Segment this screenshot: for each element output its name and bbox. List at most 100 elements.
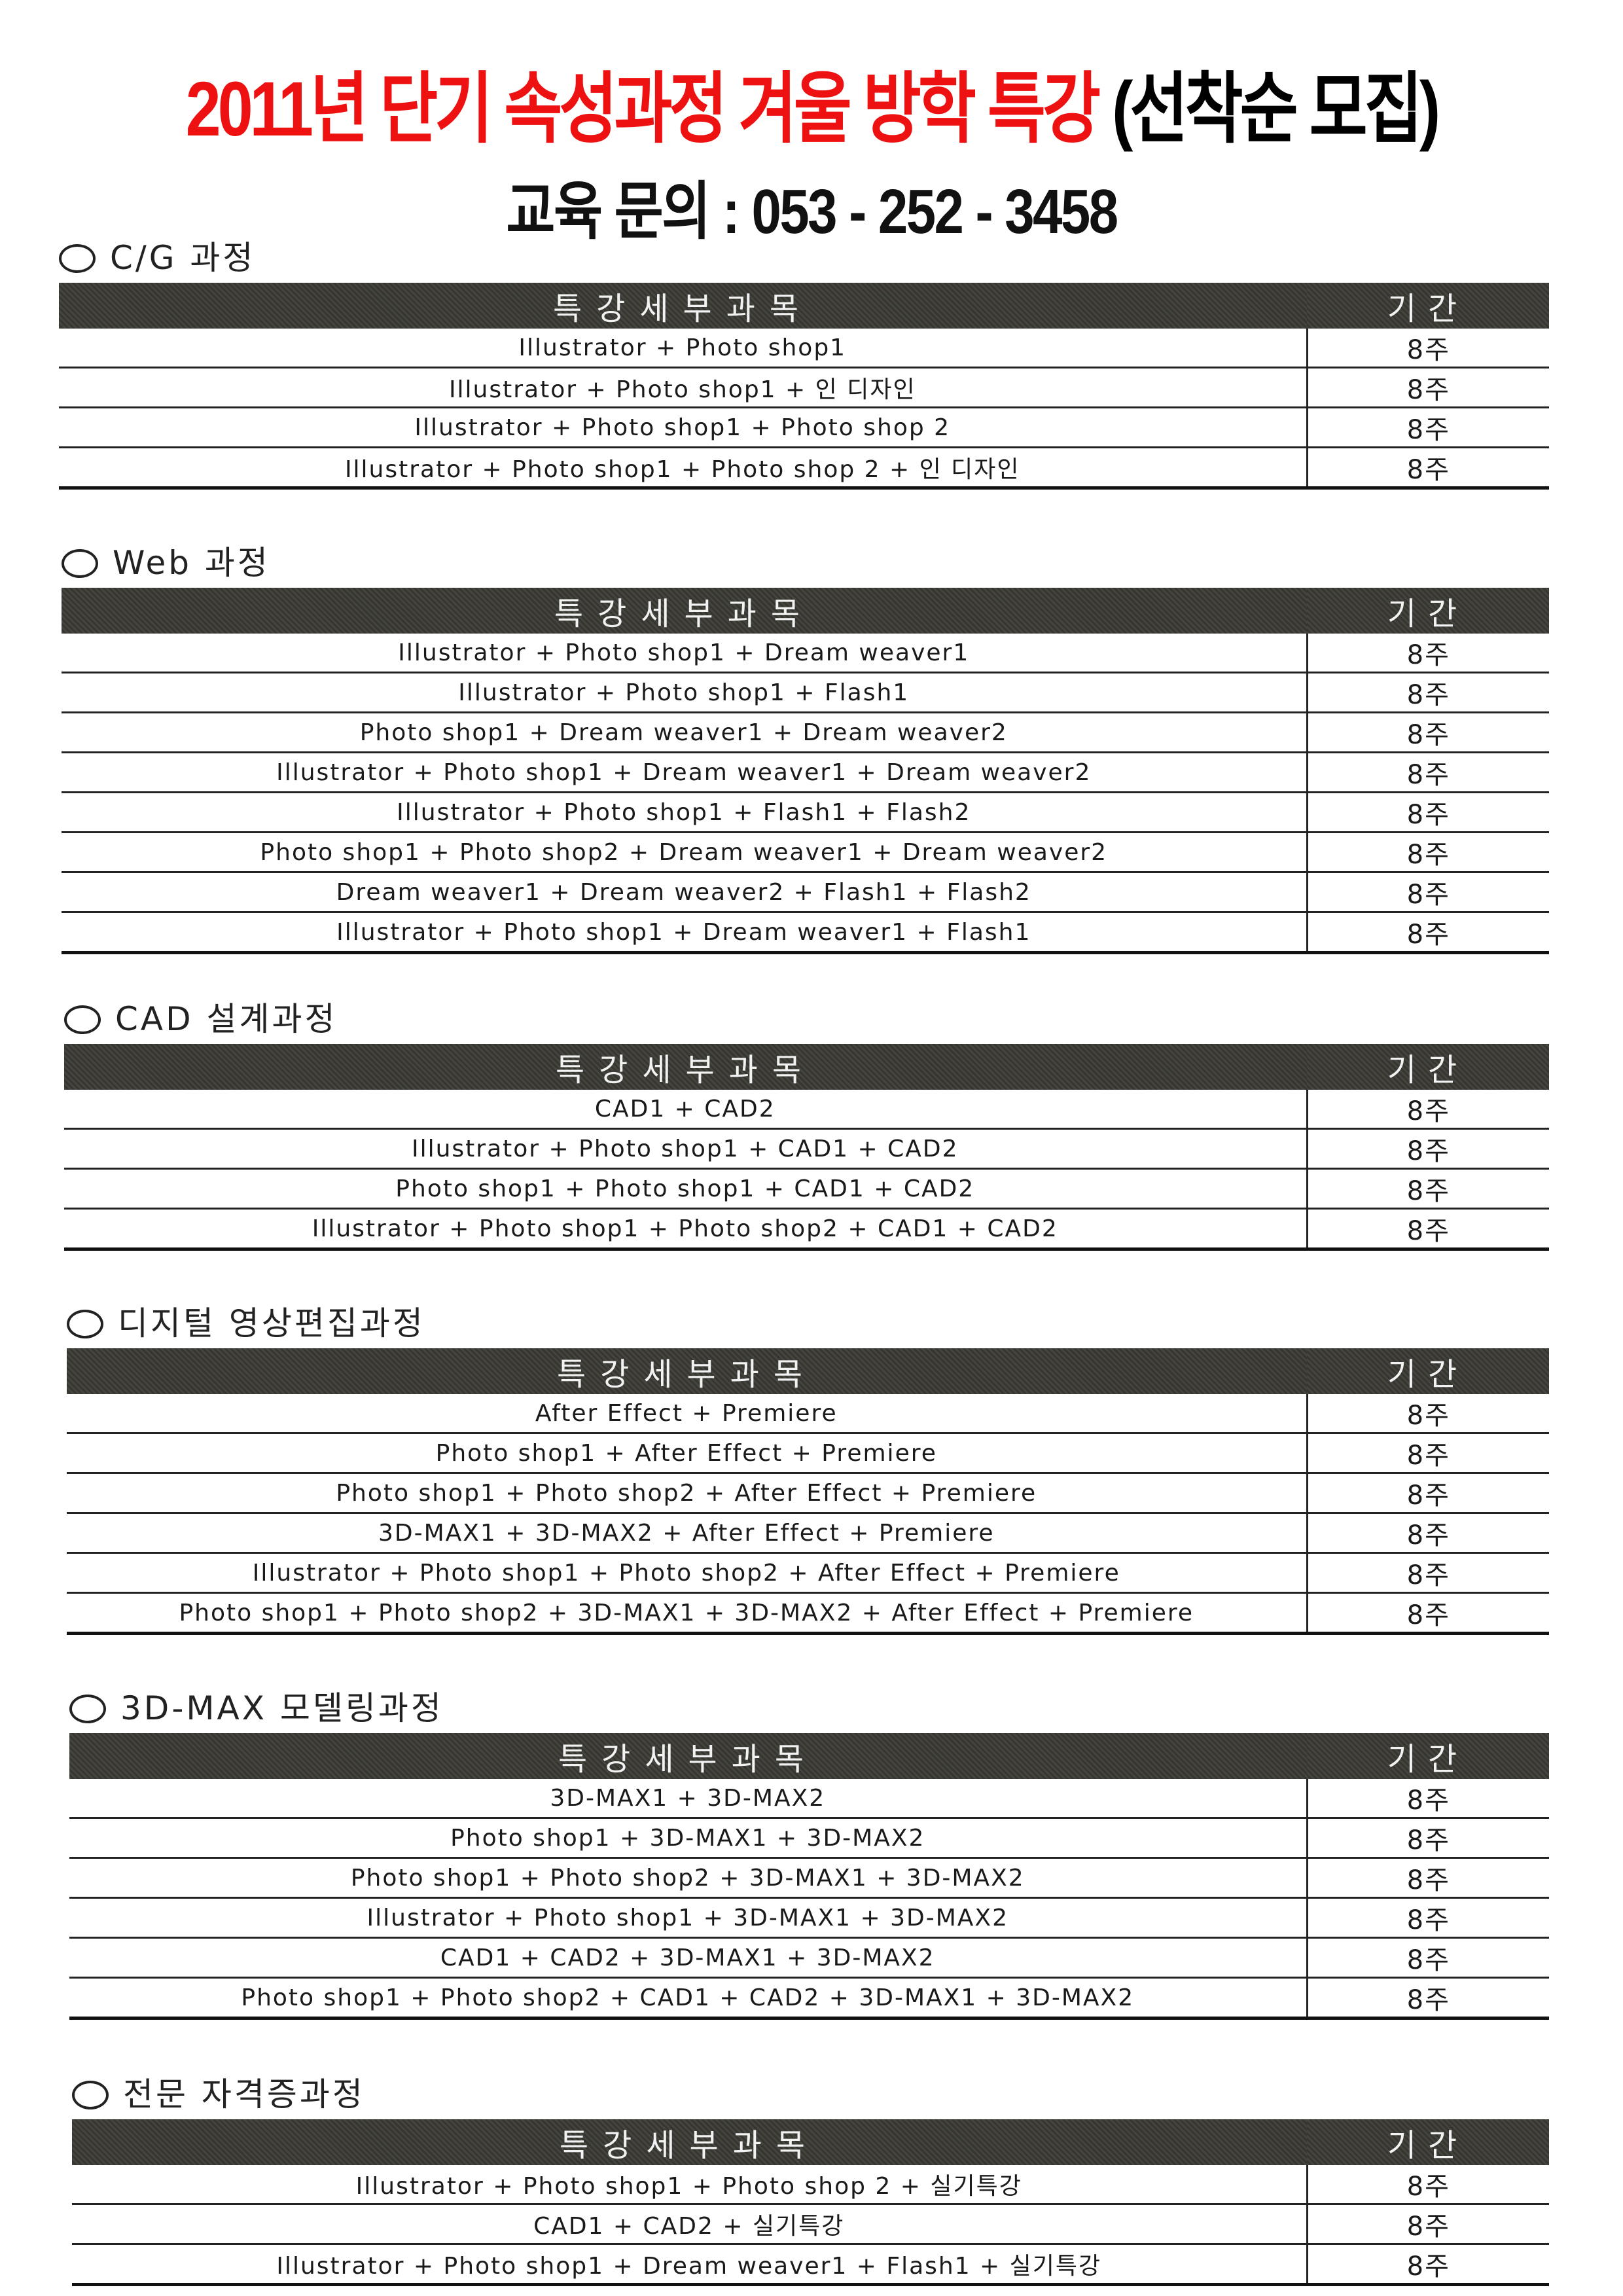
column-header-duration: 기간	[1307, 1044, 1549, 1090]
duration-cell: 8주	[1306, 672, 1549, 713]
duration-cell: 8주	[1306, 752, 1549, 793]
duration-cell: 8주	[1306, 1897, 1549, 1939]
table-row: Illustrator + Photo shop1 + Dream weaver…	[62, 912, 1549, 954]
column-header-duration: 기간	[1307, 1733, 1549, 1779]
table-row: Illustrator + Photo shop1 + Flash1 + Fla…	[62, 792, 1549, 833]
course-table: 특강세부과목 기간 Illustrator + Photo shop1 8주 Illus…	[59, 283, 1549, 490]
column-header-course: 특강세부과목	[72, 2119, 1307, 2165]
duration-cell: 8주	[1306, 712, 1549, 753]
course-cell: Illustrator + Photo shop1 + Flash1 + Fla…	[62, 792, 1307, 833]
course-cell: Photo shop1 + Photo shop1 + CAD1 + CAD2	[64, 1168, 1307, 1210]
page-title: 2011년 단기 속성과정 겨울 방학 특강 (선착순 모집)	[146, 46, 1477, 158]
duration-cell: 8주	[1306, 329, 1549, 368]
table-row: 3D-MAX1 + 3D-MAX2 + After Effect + Premi…	[67, 1513, 1549, 1554]
duration-cell: 8주	[1306, 1818, 1549, 1859]
course-cell: Photo shop1 + Photo shop2 + 3D-MAX1 + 3D…	[69, 1857, 1307, 1899]
table-row: CAD1 + CAD2 8주	[64, 1090, 1549, 1130]
course-section: CAD 설계과정 특강세부과목 기간 CAD1 + CAD2 8주 Illustrator…	[64, 998, 1549, 1251]
duration-cell: 8주	[1306, 2165, 1549, 2205]
section-heading: C/G 과정	[59, 237, 1549, 279]
section-title: Web 과정	[113, 544, 270, 582]
course-cell: Photo shop1 + 3D-MAX1 + 3D-MAX2	[69, 1818, 1307, 1859]
duration-cell: 8주	[1306, 1977, 1549, 2020]
table-header: 특강세부과목 기간	[67, 1348, 1549, 1394]
table-row: After Effect + Premiere 8주	[67, 1394, 1549, 1434]
section-heading: CAD 설계과정	[64, 998, 1549, 1040]
course-table: 특강세부과목 기간 Illustrator + Photo shop1 + Phot…	[72, 2119, 1549, 2286]
table-row: Illustrator + Photo shop1 + Photo shop2 …	[64, 1208, 1549, 1251]
duration-cell: 8주	[1306, 1937, 1549, 1979]
circle-bullet-icon	[72, 2080, 109, 2109]
course-cell: Illustrator + Photo shop1	[59, 329, 1307, 368]
course-table: 특강세부과목 기간 CAD1 + CAD2 8주 Illustrator + Photo…	[64, 1044, 1549, 1251]
course-cell: Illustrator + Photo shop1 + Photo shop 2…	[59, 447, 1307, 490]
table-row: Illustrator + Photo shop1 + Dream weaver…	[62, 752, 1549, 793]
duration-cell: 8주	[1306, 1208, 1549, 1251]
section-heading: Web 과정	[62, 542, 1549, 584]
duration-cell: 8주	[1306, 1128, 1549, 1170]
course-cell: Photo shop1 + Dream weaver1 + Dream weav…	[62, 712, 1307, 753]
circle-bullet-icon	[64, 1005, 101, 1034]
course-cell: 3D-MAX1 + 3D-MAX2	[69, 1779, 1307, 1819]
table-header: 특강세부과목 기간	[62, 588, 1549, 634]
course-section: Web 과정 특강세부과목 기간 Illustrator + Photo shop1 …	[62, 542, 1549, 954]
table-row: Illustrator + Photo shop1 + 인 디자인 8주	[59, 367, 1549, 408]
course-section: C/G 과정 특강세부과목 기간 Illustrator + Photo shop1 8…	[59, 237, 1549, 490]
table-row: Photo shop1 + Photo shop2 + CAD1 + CAD2 …	[69, 1977, 1549, 2020]
course-cell: Illustrator + Photo shop1 + Photo shop 2…	[72, 2165, 1307, 2205]
duration-cell: 8주	[1306, 832, 1549, 873]
table-row: Illustrator + Photo shop1 + Flash1 8주	[62, 672, 1549, 713]
column-header-course: 특강세부과목	[64, 1044, 1307, 1090]
table-header: 특강세부과목 기간	[69, 1733, 1549, 1779]
duration-cell: 8주	[1306, 367, 1549, 408]
column-header-duration: 기간	[1307, 588, 1549, 634]
column-header-course: 특강세부과목	[67, 1348, 1307, 1394]
table-row: Illustrator + Photo shop1 + Photo shop 2…	[59, 407, 1549, 448]
course-section: 디지털 영상편집과정 특강세부과목 기간 After Effect + Premier…	[67, 1302, 1549, 1635]
course-cell: Illustrator + Photo shop1 + Dream weaver…	[62, 912, 1307, 954]
duration-cell: 8주	[1306, 1779, 1549, 1819]
duration-cell: 8주	[1306, 2204, 1549, 2245]
course-cell: Illustrator + Photo shop1 + Dream weaver…	[62, 752, 1307, 793]
section-title: 전문 자격증과정	[123, 2075, 365, 2113]
title-main: 2011년 단기 속성과정 겨울 방학 특강	[185, 66, 1101, 152]
contact-phone: 교육 문의 : 053 - 252 - 3458	[506, 177, 1118, 247]
duration-cell: 8주	[1306, 634, 1549, 673]
course-cell: 3D-MAX1 + 3D-MAX2 + After Effect + Premi…	[67, 1513, 1307, 1554]
course-cell: Illustrator + Photo shop1 + Photo shop2 …	[64, 1208, 1307, 1251]
column-header-course: 특강세부과목	[62, 588, 1307, 634]
section-heading: 디지털 영상편집과정	[67, 1302, 1549, 1344]
column-header-course: 특강세부과목	[59, 283, 1307, 329]
duration-cell: 8주	[1306, 912, 1549, 954]
table-row: CAD1 + CAD2 + 3D-MAX1 + 3D-MAX2 8주	[69, 1937, 1549, 1979]
table-row: Photo shop1 + Photo shop2 + 3D-MAX1 + 3D…	[69, 1857, 1549, 1899]
course-cell: After Effect + Premiere	[67, 1394, 1307, 1434]
table-row: Photo shop1 + Photo shop1 + CAD1 + CAD2 8…	[64, 1168, 1549, 1210]
duration-cell: 8주	[1306, 1168, 1549, 1210]
duration-cell: 8주	[1306, 1592, 1549, 1635]
table-row: Photo shop1 + Dream weaver1 + Dream weav…	[62, 712, 1549, 753]
course-cell: Illustrator + Photo shop1 + Dream weaver…	[62, 634, 1307, 673]
duration-cell: 8주	[1306, 1433, 1549, 1474]
circle-bullet-icon	[59, 243, 96, 273]
column-header-duration: 기간	[1307, 283, 1549, 329]
table-row: Photo shop1 + Photo shop2 + 3D-MAX1 + 3D…	[67, 1592, 1549, 1635]
duration-cell: 8주	[1306, 1473, 1549, 1514]
title-note: (선착순 모집)	[1112, 66, 1440, 152]
duration-cell: 8주	[1306, 1394, 1549, 1434]
course-cell: Photo shop1 + Photo shop2 + Dream weaver…	[62, 832, 1307, 873]
circle-bullet-icon	[62, 548, 98, 578]
course-cell: Photo shop1 + Photo shop2 + CAD1 + CAD2 …	[69, 1977, 1307, 2020]
course-cell: Photo shop1 + Photo shop2 + 3D-MAX1 + 3D…	[67, 1592, 1307, 1635]
table-row: Photo shop1 + Photo shop2 + Dream weaver…	[62, 832, 1549, 873]
table-row: Dream weaver1 + Dream weaver2 + Flash1 +…	[62, 872, 1549, 913]
table-row: Photo shop1 + After Effect + Premiere 8주	[67, 1433, 1549, 1474]
course-table: 특강세부과목 기간 Illustrator + Photo shop1 + Drea…	[62, 588, 1549, 954]
course-table: 특강세부과목 기간 After Effect + Premiere 8주 Photo s…	[67, 1348, 1549, 1635]
course-cell: Illustrator + Photo shop1 + CAD1 + CAD2	[64, 1128, 1307, 1170]
table-row: Illustrator + Photo shop1 + Photo shop 2…	[72, 2165, 1549, 2205]
course-cell: CAD1 + CAD2	[64, 1090, 1307, 1130]
duration-cell: 8주	[1306, 1552, 1549, 1594]
course-cell: CAD1 + CAD2 + 3D-MAX1 + 3D-MAX2	[69, 1937, 1307, 1979]
